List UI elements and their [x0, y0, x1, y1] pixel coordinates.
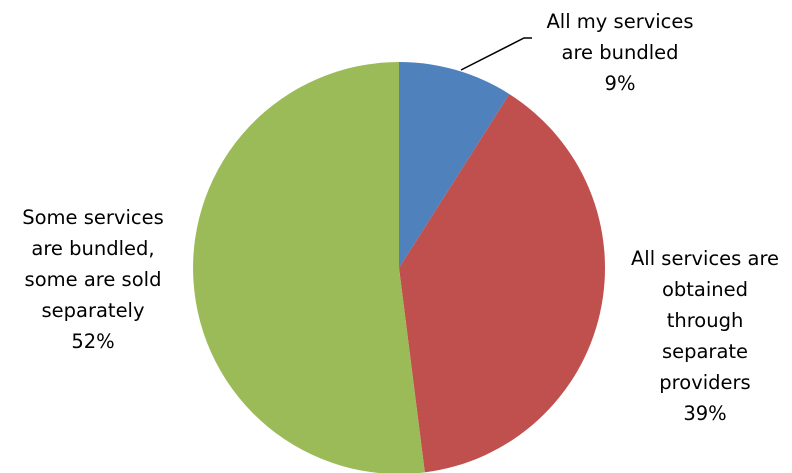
slice-label-line: separately — [41, 299, 144, 322]
leader-line-0 — [460, 37, 532, 71]
slice-label-2: Some services are bundled, some are sold se… — [22, 206, 164, 353]
pie-slices — [193, 62, 606, 473]
slice-label-line: are bundled — [562, 41, 679, 64]
slice-label-line: Some services — [22, 206, 164, 229]
pie-slice-2 — [193, 62, 425, 473]
slice-label-line: are bundled, — [31, 237, 154, 260]
pie-slice-1 — [399, 94, 606, 473]
slice-label-line: through — [667, 309, 744, 332]
slice-value-1: 39% — [683, 402, 726, 425]
leader-lines — [460, 37, 532, 71]
slice-label-line: All services are — [631, 247, 779, 270]
pie-slice-0 — [399, 62, 510, 268]
data-labels: All my services are bundled 9% All services… — [22, 10, 779, 425]
slice-value-0: 9% — [605, 72, 636, 95]
slice-label-0: All my services are bundled 9% — [546, 10, 693, 95]
slice-label-1: All services are obtained through separate p… — [631, 247, 779, 425]
slice-label-line: providers — [659, 371, 750, 394]
slice-label-line: obtained — [662, 278, 748, 301]
slice-label-line: separate — [662, 340, 748, 363]
slice-value-2: 52% — [71, 330, 114, 353]
slice-label-line: All my services — [546, 10, 693, 33]
slice-label-line: some are sold — [25, 268, 162, 291]
